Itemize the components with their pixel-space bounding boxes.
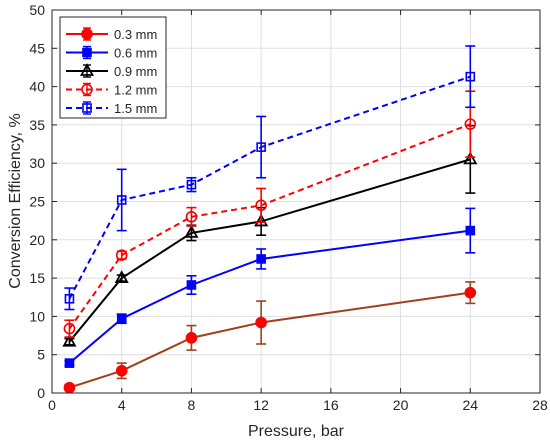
series-1-5-mm [64, 45, 476, 311]
data-point [116, 313, 127, 324]
data-point [186, 179, 197, 190]
series-layer [62, 45, 478, 394]
legend-entry: 0.9 mm [66, 63, 157, 79]
x-tick-label: 12 [253, 397, 269, 413]
legend-label: 1.2 mm [114, 83, 157, 98]
data-point [255, 316, 267, 329]
legend-entry: 1.2 mm [66, 83, 157, 98]
legend-marker [81, 28, 93, 40]
data-point [62, 333, 77, 347]
data-point [256, 254, 266, 264]
data-point [465, 71, 476, 82]
x-tick-label: 28 [532, 397, 548, 413]
legend-label: 1.5 mm [114, 101, 157, 116]
legend-label: 0.3 mm [114, 27, 157, 42]
data-point [115, 249, 128, 261]
data-point [115, 364, 128, 377]
data-point [116, 195, 127, 205]
data-point [64, 358, 75, 368]
data-point [63, 381, 76, 394]
x-tick-label: 24 [462, 397, 478, 413]
legend-marker [82, 47, 92, 58]
y-tick-label: 35 [29, 117, 45, 133]
series-line [68, 123, 471, 330]
x-tick-label: 8 [188, 397, 196, 413]
data-point [256, 142, 266, 152]
legend-marker [81, 83, 93, 96]
x-tick-label: 20 [393, 397, 409, 413]
y-tick-label: 10 [29, 308, 45, 324]
data-point [186, 280, 197, 290]
data-point [465, 225, 476, 236]
data-point [464, 118, 477, 130]
y-axis-label: Conversion Efficiency, % [7, 113, 24, 288]
data-point [463, 151, 478, 165]
data-point [185, 211, 198, 223]
ticks: 0 4 8 12 16 20 24 28 0 5 10 15 20 25 30 35 40 45 50 [29, 2, 548, 413]
y-tick-label: 50 [29, 2, 45, 18]
x-axis-label: Pressure, bar [248, 423, 345, 440]
data-point [254, 213, 269, 227]
y-tick-label: 45 [29, 40, 45, 56]
x-tick-label: 4 [118, 397, 126, 413]
legend-entry: 0.3 mm [66, 27, 157, 42]
data-point [63, 322, 76, 335]
y-tick-label: 15 [29, 270, 45, 286]
series-0-6-mm [64, 207, 476, 368]
data-point [184, 225, 199, 238]
y-tick-label: 20 [29, 232, 45, 248]
plot-frame [51, 9, 541, 394]
legend-label: 0.9 mm [114, 64, 157, 79]
x-tick-label: 16 [323, 397, 339, 413]
data-point [255, 199, 267, 212]
x-tick-label: 0 [48, 397, 56, 413]
y-tick-label: 30 [29, 155, 45, 171]
series-1-2-mm [63, 90, 477, 338]
y-tick-label: 40 [29, 79, 45, 95]
data-point [114, 270, 129, 284]
y-tick-label: 25 [29, 194, 45, 210]
y-tick-label: 0 [37, 385, 45, 401]
data-point [64, 293, 75, 304]
data-point [464, 286, 477, 299]
legend-marker [79, 63, 95, 76]
legend-entry: 1.5 mm [66, 101, 157, 116]
data-point [185, 332, 198, 344]
y-tick-label: 5 [37, 347, 45, 363]
legend-entry: 0.6 mm [66, 46, 157, 61]
legend: 0.3 mm 0.6 mm 0.9 mm 1.2 mm 1.5 mm [59, 16, 167, 119]
legend-marker [82, 103, 92, 113]
legend-label: 0.6 mm [114, 46, 157, 61]
